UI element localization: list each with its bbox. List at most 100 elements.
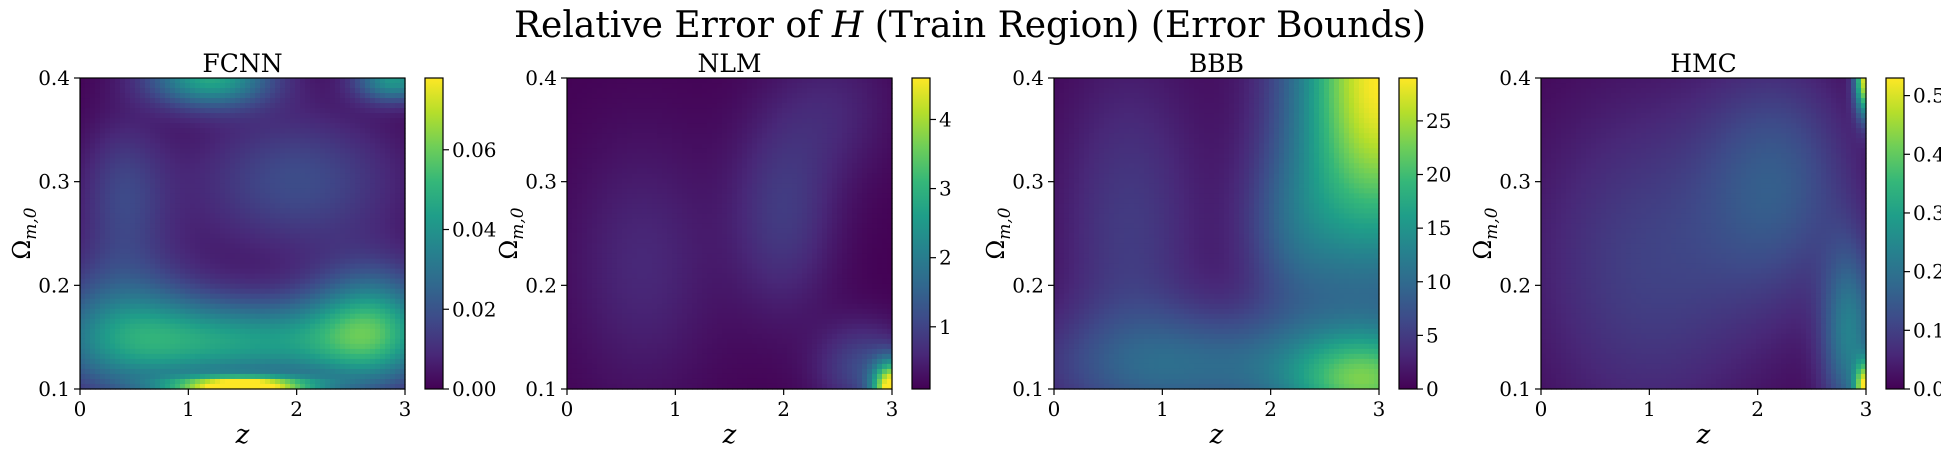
heatmap-cell — [235, 288, 241, 295]
heatmap-cell — [567, 88, 573, 94]
heatmap-cell — [175, 318, 181, 325]
heatmap-cell — [380, 323, 386, 330]
heatmap-cell — [140, 178, 146, 184]
heatmap-cell — [687, 83, 693, 89]
heatmap-cell — [195, 158, 201, 164]
heatmap-cell — [320, 373, 326, 380]
heatmap-cell — [340, 243, 346, 250]
heatmap-cell — [687, 138, 693, 144]
heatmap-cell — [155, 83, 161, 89]
heatmap-cell — [250, 113, 256, 119]
heatmap-cell — [390, 128, 396, 134]
heatmap-cell — [125, 303, 131, 310]
heatmap-cell — [370, 223, 376, 230]
heatmap-cell — [105, 193, 111, 199]
heatmap-cell — [245, 163, 251, 169]
heatmap-cell — [345, 203, 351, 210]
heatmap-cell — [385, 338, 391, 345]
heatmap-cell — [220, 138, 226, 144]
heatmap-cell — [827, 88, 833, 94]
heatmap-cell — [125, 138, 131, 144]
heatmap-cell — [280, 288, 286, 295]
heatmap-cell — [340, 303, 346, 310]
heatmap-cell — [280, 133, 286, 139]
heatmap-cell — [305, 288, 311, 295]
heatmap-cell — [335, 103, 341, 109]
heatmap-cell — [350, 273, 356, 280]
heatmap-cell — [160, 153, 166, 159]
heatmap-cell — [225, 203, 231, 210]
heatmap-cell — [250, 98, 256, 104]
heatmap-cell — [567, 148, 573, 154]
heatmap-cell — [235, 103, 241, 109]
heatmap-cell — [315, 353, 321, 360]
heatmap-cell — [350, 243, 356, 250]
heatmap-cell — [150, 358, 156, 365]
heatmap-cell — [592, 123, 598, 129]
heatmap-cell — [145, 348, 151, 355]
heatmap-cell — [385, 163, 391, 169]
heatmap-cell — [310, 233, 316, 240]
heatmap-cell — [80, 328, 86, 335]
heatmap-cell — [285, 158, 291, 164]
heatmap-cell — [827, 143, 833, 149]
heatmap-cell — [295, 123, 301, 129]
heatmap-cell — [360, 353, 366, 360]
heatmap-cell — [170, 348, 176, 355]
heatmap-cell — [360, 358, 366, 365]
heatmap-cell — [365, 353, 371, 360]
heatmap-cell — [350, 118, 356, 124]
heatmap-cell — [360, 283, 366, 290]
heatmap-cell — [215, 88, 221, 94]
heatmap-cell — [145, 363, 151, 370]
heatmap-cell — [807, 88, 813, 94]
heatmap-cell — [260, 183, 266, 189]
heatmap-cell — [832, 93, 838, 99]
heatmap-cell — [185, 293, 191, 300]
heatmap-cell — [692, 113, 698, 119]
heatmap-cell — [837, 83, 843, 89]
heatmap-cell — [767, 113, 773, 119]
heatmap-cell — [315, 348, 321, 355]
heatmap-cell — [617, 143, 623, 149]
heatmap-cell — [350, 223, 356, 230]
heatmap-cell — [310, 208, 316, 215]
heatmap-cell — [155, 358, 161, 365]
heatmap-cell — [230, 138, 236, 144]
heatmap-cell — [672, 148, 678, 154]
heatmap-cell — [355, 143, 361, 149]
heatmap-cell — [330, 108, 336, 114]
heatmap-cell — [145, 328, 151, 335]
heatmap-cell — [315, 238, 321, 245]
heatmap-cell — [772, 133, 778, 139]
heatmap-cell — [115, 233, 121, 240]
heatmap-cell — [80, 223, 86, 230]
heatmap-cell — [592, 118, 598, 124]
heatmap-cell — [637, 88, 643, 94]
heatmap-cell — [215, 248, 221, 255]
heatmap-cell — [240, 378, 246, 385]
heatmap-cell — [140, 243, 146, 250]
heatmap-cell — [90, 178, 96, 184]
heatmap-cell — [280, 328, 286, 335]
heatmap-cell — [140, 378, 146, 385]
heatmap-cell — [662, 118, 668, 124]
heatmap-cell — [85, 108, 91, 114]
heatmap-cell — [195, 238, 201, 245]
heatmap-cell — [310, 268, 316, 275]
heatmap-cell — [360, 128, 366, 134]
heatmap-cell — [777, 103, 783, 109]
heatmap-cell — [747, 113, 753, 119]
heatmap-cell — [847, 118, 853, 124]
heatmap-cell — [882, 123, 888, 129]
heatmap-cell — [300, 273, 306, 280]
heatmap-cell — [375, 208, 381, 215]
heatmap-cell — [752, 128, 758, 134]
heatmap-cell — [777, 93, 783, 99]
heatmap-cell — [195, 118, 201, 124]
heatmap-cell — [190, 118, 196, 124]
heatmap-cell — [310, 273, 316, 280]
heatmap-cell — [390, 383, 396, 390]
heatmap-cell — [220, 183, 226, 189]
